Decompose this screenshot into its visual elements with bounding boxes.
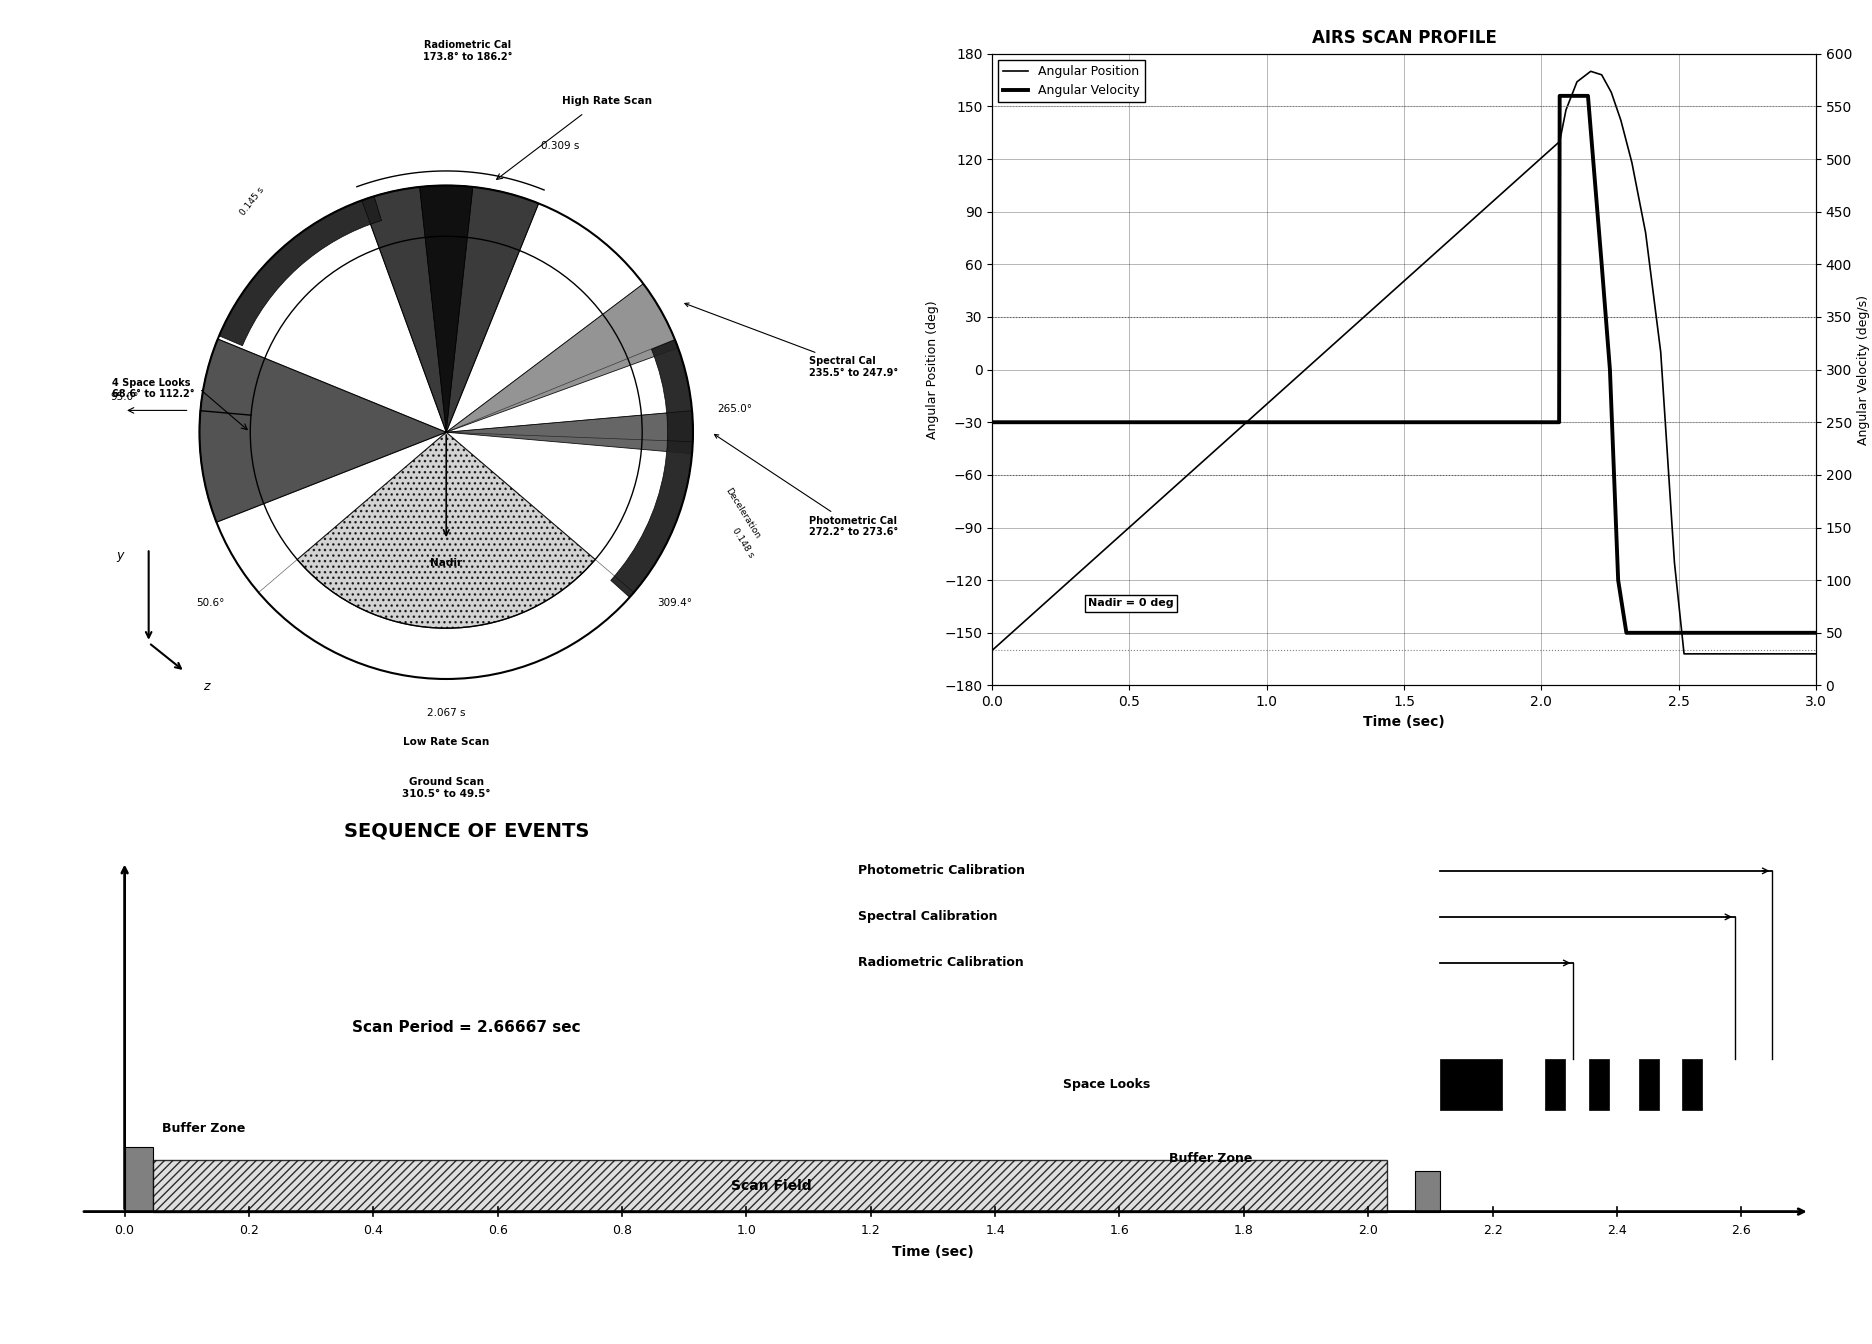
- Angular Position: [981, 642, 1003, 659]
- Angular Velocity: [1591, 257, 1614, 273]
- X-axis label: Time (sec): Time (sec): [1363, 715, 1445, 728]
- Line: Angular Position: Angular Position: [992, 71, 1816, 655]
- Text: 2.6: 2.6: [1732, 1224, 1750, 1238]
- Angular Velocity: [1548, 414, 1571, 430]
- Text: 2.2: 2.2: [1483, 1224, 1503, 1238]
- Text: Scan Field: Scan Field: [730, 1179, 812, 1193]
- Wedge shape: [610, 340, 693, 597]
- Angular Position: [1239, 410, 1262, 426]
- Text: y: y: [116, 550, 124, 562]
- Bar: [1546, 1059, 1565, 1110]
- Wedge shape: [219, 196, 382, 345]
- Wedge shape: [200, 339, 446, 523]
- Text: 309.4°: 309.4°: [657, 598, 693, 607]
- Bar: [1440, 1059, 1501, 1110]
- Text: 0.145 s: 0.145 s: [238, 185, 266, 216]
- Wedge shape: [419, 185, 474, 433]
- Angular Position: [1153, 488, 1176, 504]
- Text: 1.6: 1.6: [1110, 1224, 1129, 1238]
- Text: SEQUENCE OF EVENTS: SEQUENCE OF EVENTS: [344, 821, 590, 840]
- Angular Velocity: [981, 414, 1003, 430]
- Bar: [1589, 1059, 1608, 1110]
- Text: 2.4: 2.4: [1606, 1224, 1627, 1238]
- Text: Deceleration: Deceleration: [724, 487, 762, 540]
- Text: Ground Scan
310.5° to 49.5°: Ground Scan 310.5° to 49.5°: [402, 777, 490, 798]
- Angular Position: [1262, 391, 1284, 407]
- Angular Position: [1674, 646, 1696, 663]
- Legend: Angular Position, Angular Velocity: Angular Position, Angular Velocity: [998, 60, 1146, 102]
- Wedge shape: [446, 284, 678, 433]
- Text: 50.6°: 50.6°: [197, 598, 225, 607]
- Text: Spectral Calibration: Spectral Calibration: [857, 910, 998, 923]
- Text: 2.0: 2.0: [1359, 1224, 1378, 1238]
- Text: 0.2: 0.2: [240, 1224, 258, 1238]
- Text: High Rate Scan: High Rate Scan: [562, 95, 651, 106]
- Angular Velocity: [1606, 573, 1629, 589]
- Text: Nadir: Nadir: [431, 558, 462, 569]
- Text: 95.0°: 95.0°: [110, 391, 139, 402]
- Wedge shape: [298, 433, 595, 628]
- Text: 0.309 s: 0.309 s: [541, 141, 578, 151]
- Angular Velocity: [1556, 87, 1578, 103]
- Text: Low Rate Scan: Low Rate Scan: [402, 737, 489, 747]
- Text: Spectral Cal
235.5° to 247.9°: Spectral Cal 235.5° to 247.9°: [685, 302, 899, 378]
- Text: 1.8: 1.8: [1234, 1224, 1254, 1238]
- Bar: [154, 1160, 1387, 1211]
- Text: Radiometric Cal
173.8° to 186.2°: Radiometric Cal 173.8° to 186.2°: [423, 40, 513, 62]
- Text: 0.148 s: 0.148 s: [730, 526, 756, 559]
- Text: 0.6: 0.6: [489, 1224, 507, 1238]
- Text: Time (sec): Time (sec): [893, 1245, 973, 1259]
- Text: 1.4: 1.4: [985, 1224, 1005, 1238]
- Text: Photometric Cal
272.2° to 273.6°: Photometric Cal 272.2° to 273.6°: [715, 434, 899, 538]
- Text: 0.0: 0.0: [114, 1224, 135, 1238]
- Wedge shape: [446, 411, 693, 454]
- Angular Velocity: [1805, 625, 1827, 641]
- Angular Velocity: [1576, 87, 1599, 103]
- Y-axis label: Angular Velocity (deg/s): Angular Velocity (deg/s): [1857, 294, 1870, 445]
- Text: Nadir = 0 deg: Nadir = 0 deg: [1088, 598, 1174, 609]
- Angular Velocity: [1548, 87, 1571, 103]
- Line: Angular Velocity: Angular Velocity: [992, 95, 1816, 633]
- Text: 4 Space Looks
68.6° to 112.2°: 4 Space Looks 68.6° to 112.2°: [112, 378, 195, 399]
- Text: z: z: [204, 680, 210, 692]
- Angular Velocity: [1631, 625, 1653, 641]
- Bar: [1415, 1171, 1440, 1211]
- Text: 0.4: 0.4: [363, 1224, 384, 1238]
- Text: Space Looks: Space Looks: [1063, 1078, 1151, 1091]
- Angular Position: [1805, 646, 1827, 663]
- Y-axis label: Angular Position (deg): Angular Position (deg): [927, 300, 938, 439]
- Text: Buffer Zone: Buffer Zone: [1170, 1152, 1252, 1165]
- Title: AIRS SCAN PROFILE: AIRS SCAN PROFILE: [1312, 28, 1496, 47]
- Bar: [125, 1148, 154, 1211]
- Text: 265.0°: 265.0°: [717, 405, 753, 414]
- Bar: [1638, 1059, 1659, 1110]
- Text: Scan Period = 2.66667 sec: Scan Period = 2.66667 sec: [352, 1020, 580, 1035]
- Text: Photometric Calibration: Photometric Calibration: [857, 864, 1026, 878]
- Text: Buffer Zone: Buffer Zone: [163, 1122, 245, 1136]
- Text: Radiometric Calibration: Radiometric Calibration: [857, 957, 1024, 969]
- Text: 2.067 s: 2.067 s: [427, 708, 466, 718]
- Wedge shape: [361, 185, 539, 433]
- Angular Velocity: [1616, 625, 1638, 641]
- Angular Velocity: [1599, 362, 1621, 378]
- Angular Position: [1484, 191, 1507, 207]
- Text: 0.8: 0.8: [612, 1224, 633, 1238]
- Angular Position: [1580, 63, 1602, 79]
- Angular Position: [1095, 539, 1118, 555]
- Angular Position: [1383, 282, 1406, 298]
- Text: 1.2: 1.2: [861, 1224, 880, 1238]
- Text: 1.0: 1.0: [736, 1224, 756, 1238]
- Bar: [1683, 1059, 1702, 1110]
